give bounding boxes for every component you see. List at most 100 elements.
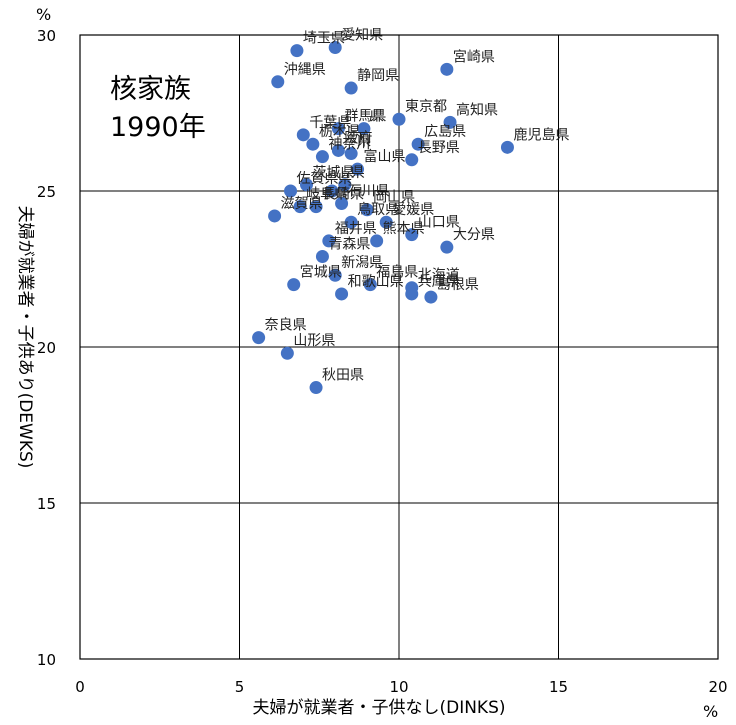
x-tick-label: 15 xyxy=(549,678,568,696)
point-label: 福井県 xyxy=(335,221,377,237)
data-point xyxy=(290,44,304,58)
point-label: 和歌山県 xyxy=(348,274,404,290)
data-point xyxy=(252,331,266,345)
chart-title-line: 核家族 xyxy=(110,74,191,105)
point-label: 福島県 xyxy=(376,265,418,281)
data-point xyxy=(411,137,425,151)
point-label: 青森県 xyxy=(328,237,370,253)
point-label: 山口県 xyxy=(418,215,460,231)
point-label: 広島県 xyxy=(424,124,466,140)
data-point xyxy=(309,200,323,214)
point-label: 静岡県 xyxy=(357,68,399,84)
data-point xyxy=(440,62,454,76)
point-label: 秋田県 xyxy=(322,368,364,384)
x-unit-label: % xyxy=(703,702,718,721)
data-point xyxy=(299,178,313,192)
point-label: 富山県 xyxy=(364,148,406,165)
x-tick-label: 20 xyxy=(708,678,727,696)
data-point xyxy=(344,215,358,229)
point-label: 北海道 xyxy=(418,268,460,284)
data-point xyxy=(306,137,320,151)
x-tick-label: 5 xyxy=(235,678,245,696)
point-label: 岡山県 xyxy=(373,190,415,206)
y-tick-label: 30 xyxy=(37,27,56,45)
point-label: 神奈川 xyxy=(328,137,370,153)
point-label: 長野県 xyxy=(418,140,460,156)
data-point xyxy=(322,234,336,248)
data-point xyxy=(284,184,298,198)
data-point xyxy=(280,346,294,360)
data-point xyxy=(331,122,345,136)
y-tick-label: 25 xyxy=(37,183,56,201)
data-point xyxy=(328,40,342,54)
point-label: 鳥取県 xyxy=(357,202,399,218)
point-label: 県 xyxy=(351,165,365,181)
data-point xyxy=(363,278,377,292)
point-label: 県 xyxy=(357,134,371,150)
data-point xyxy=(293,200,307,214)
data-point xyxy=(271,75,285,89)
point-label: 千葉県 xyxy=(309,115,351,131)
data-point xyxy=(405,228,419,242)
y-tick-label: 15 xyxy=(37,495,56,513)
data-point xyxy=(500,140,514,154)
x-tick-labels: 0 5 10 15 20 xyxy=(75,678,727,696)
grid-lines xyxy=(80,35,718,659)
point-label: 岐阜県 xyxy=(306,186,348,203)
point-label: 県 xyxy=(370,109,384,125)
chart-title-line: 1990年 xyxy=(110,112,206,143)
data-point xyxy=(315,250,329,264)
point-label: 新潟県 xyxy=(341,255,383,271)
point-label: 山形県 xyxy=(293,333,335,349)
point-label: 兵庫県 xyxy=(418,273,460,290)
point-label: 愛媛県 xyxy=(392,202,434,218)
point-label: 宮崎県 xyxy=(453,49,495,65)
point-label: 阪府 xyxy=(344,130,372,146)
point-label: 栃木県 xyxy=(319,124,361,140)
data-points xyxy=(252,40,514,395)
data-point xyxy=(344,81,358,95)
point-label: 茨城県 xyxy=(312,165,354,181)
y-unit-label: % xyxy=(36,5,51,24)
point-label: 大分県 xyxy=(453,227,495,243)
data-point xyxy=(315,150,329,164)
data-point xyxy=(309,381,323,395)
point-label: 奈良県 xyxy=(265,318,307,334)
data-point xyxy=(405,153,419,167)
data-point xyxy=(370,234,384,248)
point-label: 長崎県 xyxy=(322,187,364,203)
data-point xyxy=(392,112,406,126)
chart-title: 核家族 1990年 xyxy=(110,74,206,143)
data-point xyxy=(335,287,349,301)
data-point xyxy=(360,203,374,217)
data-point xyxy=(440,240,454,254)
data-point xyxy=(287,278,301,292)
data-point xyxy=(344,147,358,161)
data-point xyxy=(268,209,282,223)
point-label: 高知県 xyxy=(456,101,498,118)
data-point xyxy=(328,268,342,282)
data-point xyxy=(296,128,310,142)
point-label: 沖縄県 xyxy=(284,62,326,78)
data-point xyxy=(424,290,438,304)
point-label: 石川県 xyxy=(348,183,390,199)
point-label: 東京都 xyxy=(405,99,447,115)
x-tick-label: 0 xyxy=(75,678,85,696)
data-point xyxy=(338,178,352,192)
data-point xyxy=(325,184,339,198)
x-axis-label: 夫婦が就業者・子供なし(DINKS) xyxy=(252,698,505,718)
point-label: 佐賀県 xyxy=(297,171,339,187)
point-label: 島根県 xyxy=(437,277,479,293)
point-label: 熊本県 xyxy=(383,221,425,237)
x-tick-label: 10 xyxy=(389,678,408,696)
data-point xyxy=(443,115,457,129)
y-tick-label: 10 xyxy=(37,651,56,669)
data-point xyxy=(405,287,419,301)
point-label: 滋賀県 xyxy=(281,196,323,212)
data-point xyxy=(357,122,371,136)
data-point xyxy=(335,196,349,210)
y-tick-labels: 10 15 20 25 30 xyxy=(37,27,56,669)
point-label: 群馬県 xyxy=(344,109,386,125)
